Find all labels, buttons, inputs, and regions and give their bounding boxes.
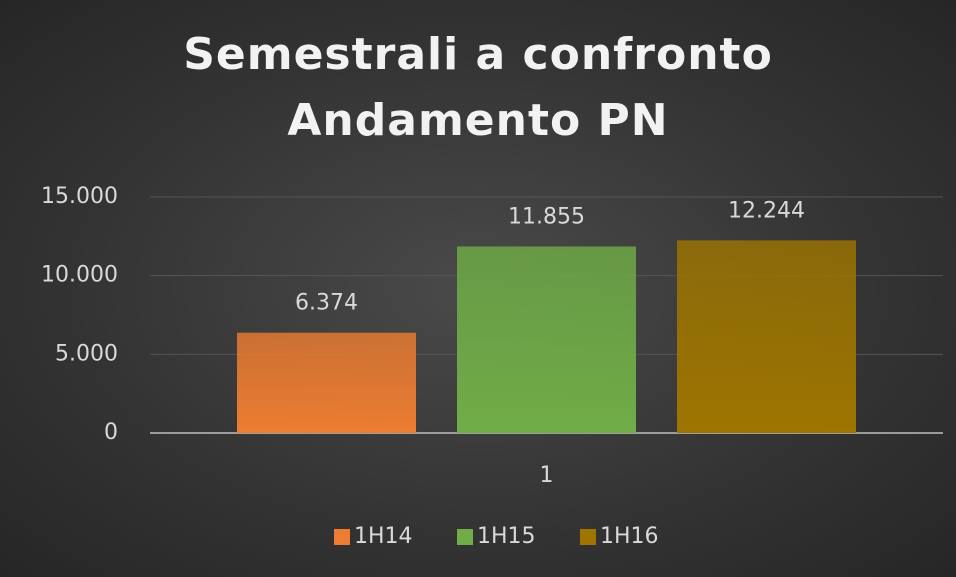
y-tick-label: 0 — [104, 420, 118, 445]
legend-swatch — [334, 529, 350, 545]
legend-label: 1H16 — [600, 524, 659, 549]
legend-swatch — [457, 529, 473, 545]
data-label: 6.374 — [295, 291, 358, 316]
chart-title: Semestrali a confronto Andamento PN — [183, 29, 773, 146]
y-tick-label: 5.000 — [55, 341, 118, 366]
x-tick-label: 1 — [540, 463, 554, 488]
bar — [677, 240, 856, 433]
data-label: 12.244 — [728, 198, 805, 223]
bar — [457, 246, 636, 433]
legend-label: 1H14 — [354, 524, 413, 549]
y-tick-label: 10.000 — [41, 263, 118, 288]
legend-label: 1H15 — [477, 524, 536, 549]
y-tick-label: 15.000 — [41, 184, 118, 209]
data-label: 11.855 — [508, 204, 585, 229]
bar — [237, 332, 416, 433]
legend-swatch — [580, 529, 596, 545]
